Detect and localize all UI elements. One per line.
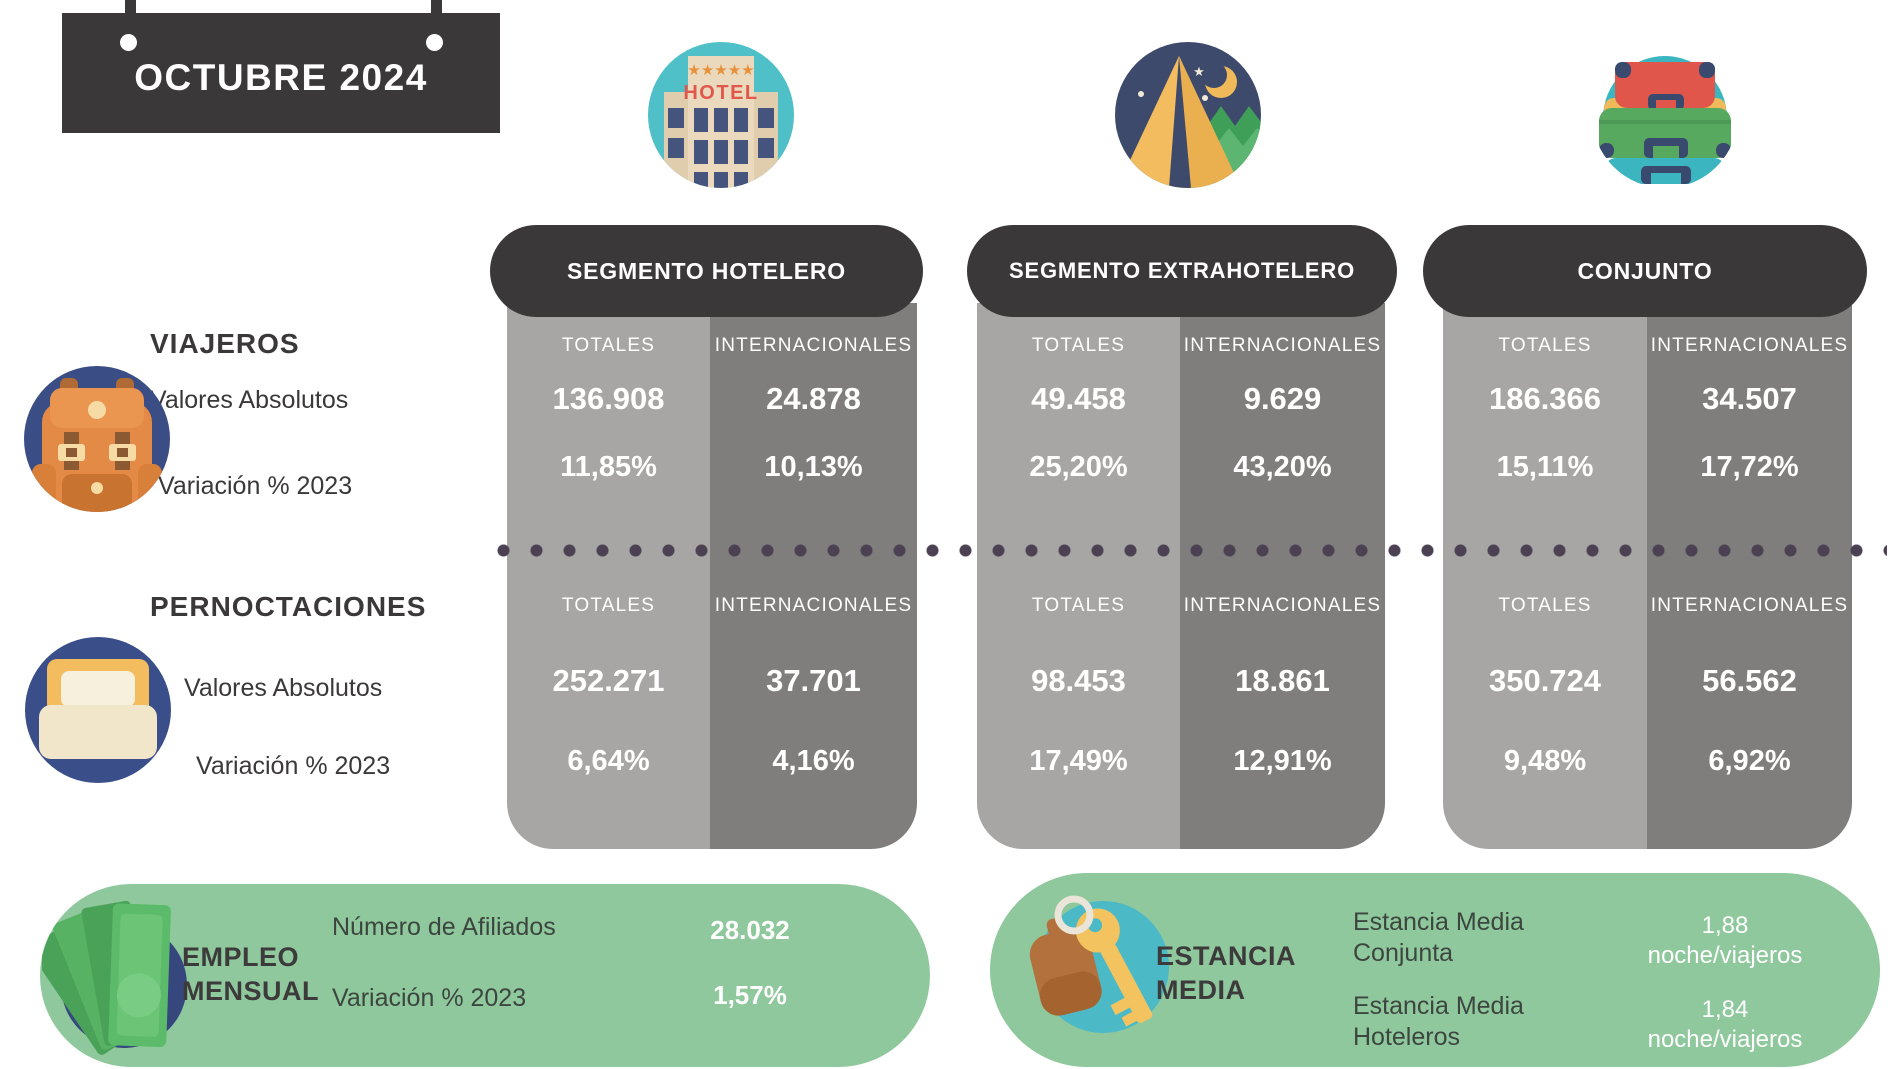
conjunto-viajeros-totales-var: 15,11% [1496,451,1594,483]
backpack-icon [24,366,170,512]
conjunto-viajeros-totales: 186.366 [1488,381,1602,416]
hotelero-internacionales-column: INTERNACIONALES 24.878 10,13% INTERNACIO… [710,303,917,849]
subheader-totales: TOTALES [561,595,656,616]
hotelero-pernoctaciones-internacionales: 37.701 [766,663,861,698]
subheader-totales: TOTALES [1498,335,1592,356]
afiliados-value: 28.032 [710,915,790,945]
extrahotelero-pernoctaciones-internacionales-var: 12,91% [1233,745,1332,777]
empleo-var-label: Variación % 2023 [332,984,527,1012]
empleo-var-value: 1,57% [713,980,787,1010]
estancia-media-panel: ESTANCIA MEDIA Estancia Media Conjunta 1… [990,873,1880,1067]
subheader-internacionales: INTERNACIONALES [1183,335,1382,356]
sign-nail-right [426,34,443,51]
svg-text:★★★★★: ★★★★★ [687,62,754,79]
key-icon [1000,875,1185,1060]
empleo-title: EMPLEO MENSUAL [182,942,319,1006]
empleo-mensual-panel: EMPLEO MENSUAL Número de Afiliados Varia… [40,884,930,1067]
estancia-title: ESTANCIA MEDIA [1156,941,1297,1005]
hotelero-totales-column: TOTALES 136.908 11,85% TOTALES 252.271 6… [507,303,710,849]
hotelero-pernoctaciones-totales-var: 6,64% [567,745,650,777]
estancia-hoteleros-label: Estancia Media Hoteleros [1353,992,1524,1051]
month-title: OCTUBRE 2024 [134,57,428,98]
extrahotelero-pernoctaciones-totales: 98.453 [1031,663,1126,698]
money-icon [42,890,217,1065]
svg-text:★: ★ [1193,64,1205,79]
sign-post-left [125,0,136,15]
afiliados-label: Número de Afiliados [332,913,556,941]
hotelero-viajeros-internacionales: 24.878 [766,381,861,416]
hotelero-pernoctaciones-totales: 252.271 [552,663,665,698]
subheader-internacionales: INTERNACIONALES [714,595,913,616]
conjunto-totales-column: TOTALES 186.366 15,11% TOTALES 350.724 9… [1443,303,1647,849]
extrahotelero-internacionales-column: INTERNACIONALES 9.629 43,20% INTERNACION… [1180,303,1385,849]
sign-nail-left [120,34,137,51]
extrahotelero-pernoctaciones-internacionales: 18.861 [1235,663,1330,698]
hotelero-pernoctaciones-internacionales-var: 4,16% [772,745,855,777]
subheader-totales: TOTALES [561,335,656,356]
subheader-internacionales: INTERNACIONALES [1650,595,1849,616]
hotelero-viajeros-totales-var: 11,85% [560,451,657,483]
subheader-internacionales: INTERNACIONALES [714,335,913,356]
conjunto-pernoctaciones-internacionales: 56.562 [1702,663,1797,698]
svg-text:HOTEL: HOTEL [683,82,758,104]
month-sign: OCTUBRE 2024 [62,13,500,133]
segment-header-conjunto: CONJUNTO [1423,225,1867,317]
conjunto-pernoctaciones-totales-var: 9,48% [1503,745,1587,777]
suitcases-icon [1592,42,1738,188]
hotelero-viajeros-totales: 136.908 [552,381,665,416]
estancia-hoteleros-value: 1,84 noche/viajeros [1647,996,1803,1053]
segment-header-hotelero: SEGMENTO HOTELERO [490,225,923,317]
estancia-conjunta-value: 1,88 noche/viajeros [1647,912,1803,969]
extrahotelero-pernoctaciones-totales-var: 17,49% [1029,745,1128,777]
extrahotelero-viajeros-totales-var: 25,20% [1029,451,1128,483]
subheader-totales: TOTALES [1031,335,1126,356]
hotelero-viajeros-internacionales-var: 10,13% [764,451,863,483]
conjunto-viajeros-internacionales: 34.507 [1702,381,1797,416]
subheader-totales: TOTALES [1498,595,1592,616]
viajeros-title: VIAJEROS [150,328,300,359]
dotted-divider [497,544,1887,557]
tent-icon: ★ [1115,42,1261,188]
conjunto-internacionales-column: INTERNACIONALES 34.507 17,72% INTERNACIO… [1647,303,1852,849]
estancia-conjunta-label: Estancia Media Conjunta [1353,908,1524,967]
extrahotelero-viajeros-internacionales-var: 43,20% [1233,451,1332,483]
pernoctaciones-title: PERNOCTACIONES [150,591,427,622]
viajeros-abs-label: Valores Absolutos [150,386,349,414]
subheader-totales: TOTALES [1031,595,1126,616]
extrahotelero-viajeros-internacionales: 9.629 [1243,381,1322,416]
subheader-internacionales: INTERNACIONALES [1650,335,1849,356]
extrahotelero-viajeros-totales: 49.458 [1031,381,1126,416]
conjunto-viajeros-internacionales-var: 17,72% [1700,451,1799,483]
sign-post-right [431,0,442,15]
bed-icon [25,637,171,783]
hotel-icon: ★★★★★ HOTEL [648,42,794,188]
pernoctaciones-var-label: Variación % 2023 [196,752,391,780]
extrahotelero-totales-column: TOTALES 49.458 25,20% TOTALES 98.453 17,… [977,303,1180,849]
viajeros-var-label: Variación % 2023 [158,472,353,500]
segment-header-extrahotelero: SEGMENTO EXTRAHOTELERO [967,225,1397,317]
pernoctaciones-abs-label: Valores Absolutos [184,674,383,702]
conjunto-pernoctaciones-internacionales-var: 6,92% [1708,745,1791,777]
conjunto-pernoctaciones-totales: 350.724 [1488,663,1602,698]
subheader-internacionales: INTERNACIONALES [1183,595,1382,616]
